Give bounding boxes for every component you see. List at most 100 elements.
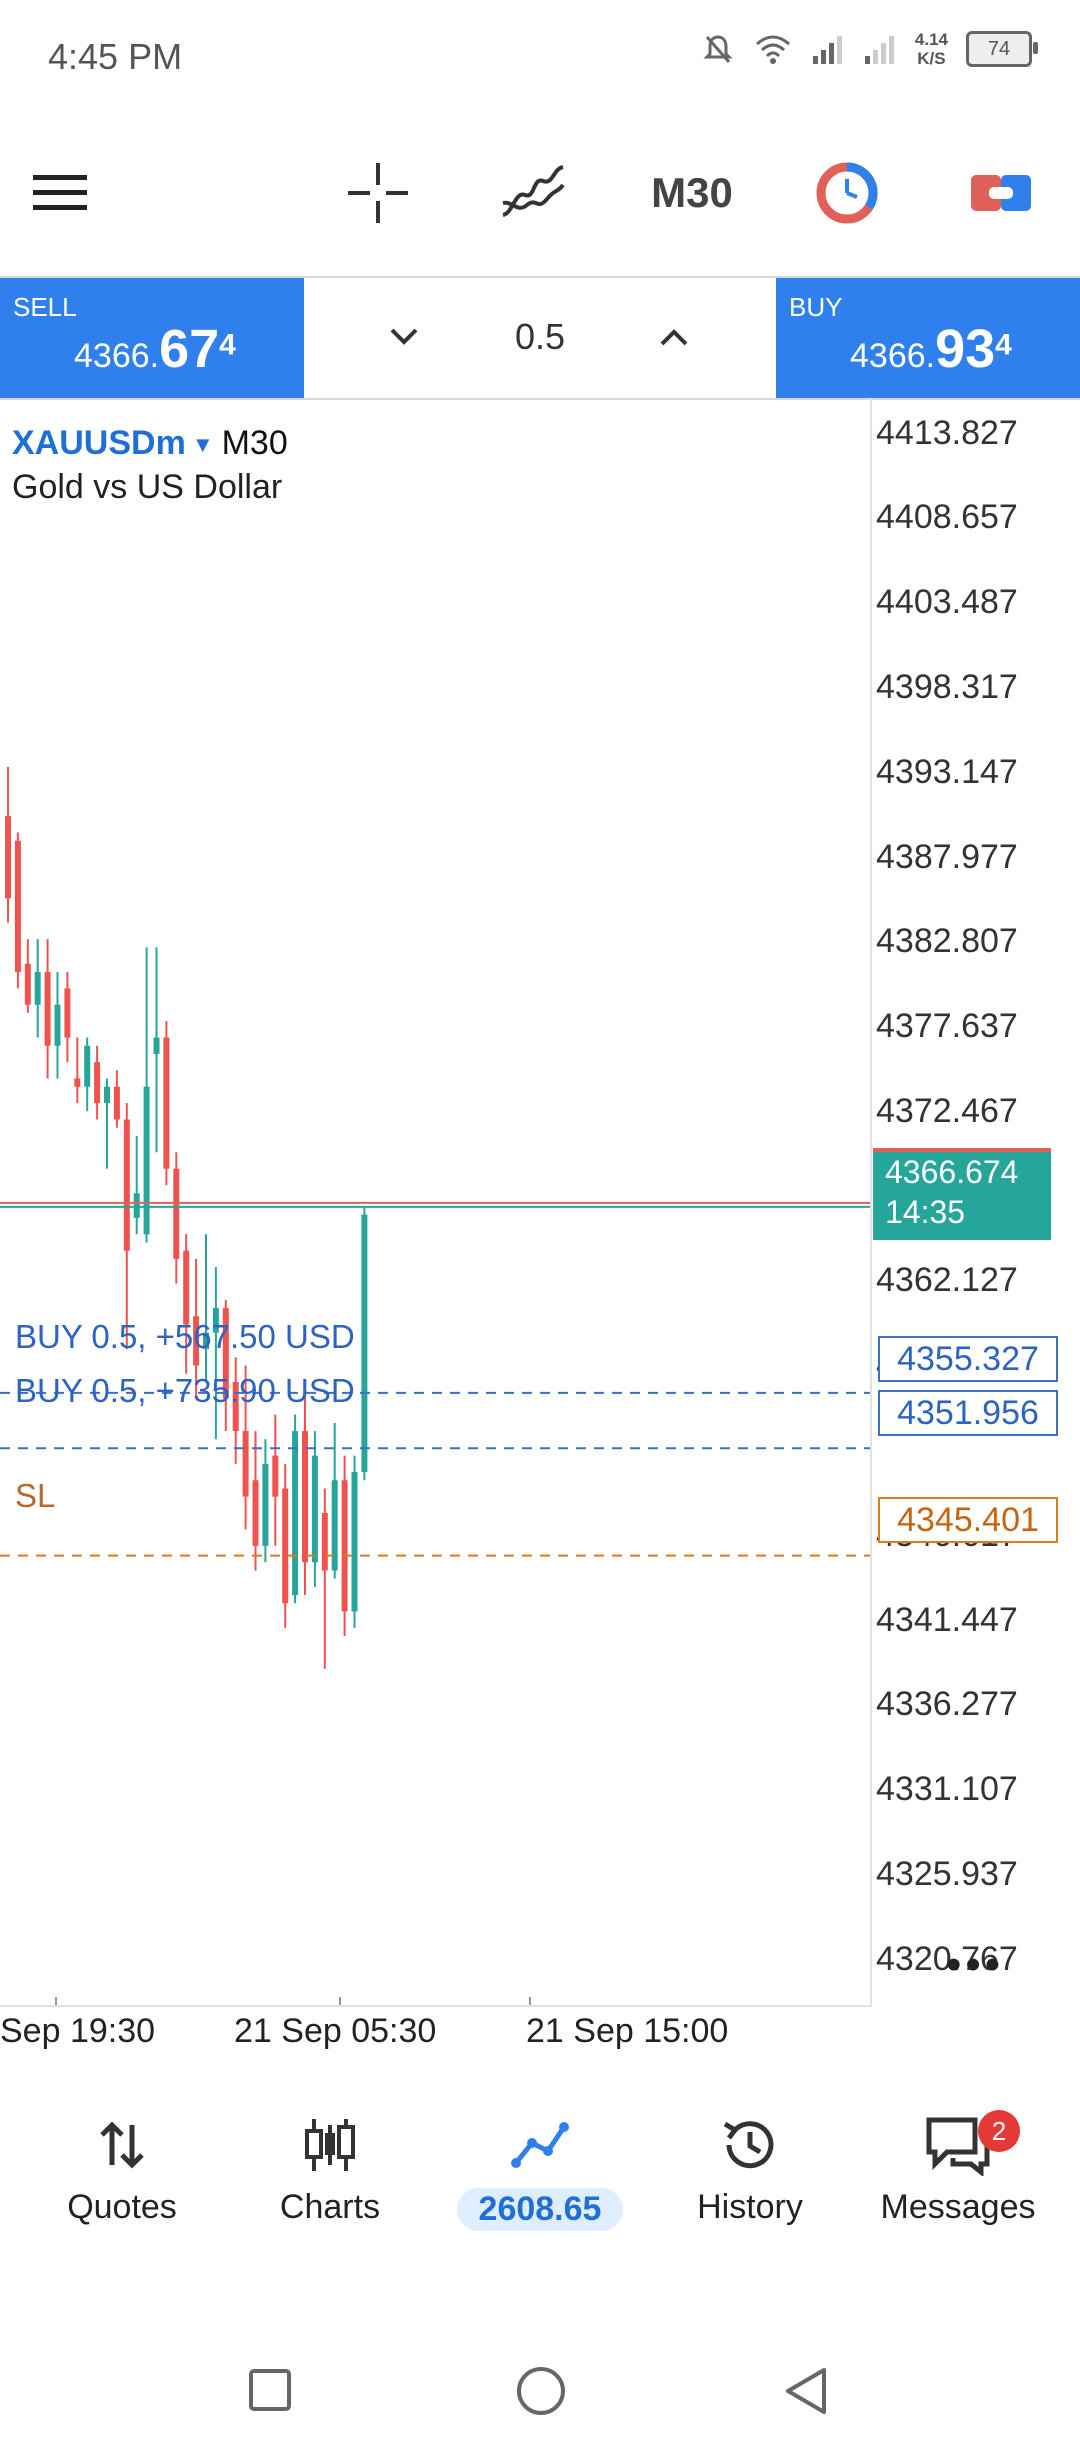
candlestick-chart[interactable] (0, 398, 870, 2005)
sell-price-big: 67 (159, 319, 220, 379)
price-axis-label: 4387.977 (876, 837, 1018, 876)
candle (163, 1021, 170, 1186)
candle-body (242, 1431, 249, 1497)
price-axis-label: 4372.467 (876, 1091, 1018, 1130)
candle (193, 1258, 200, 1399)
system-navigation-bar (0, 2330, 1080, 2460)
battery-level: 74 (987, 37, 1011, 60)
nav-trade[interactable]: 2608.65 (440, 2110, 640, 2250)
network-speed-unit: K/S (917, 49, 946, 68)
candle-body (203, 1332, 209, 1350)
nav-messages[interactable]: 2 Messages (868, 2110, 1048, 2250)
sell-label: SELL (13, 292, 77, 322)
indicator-icon (502, 164, 565, 217)
candle (44, 939, 51, 1079)
trade-clock-icon (816, 161, 878, 223)
candle-body (133, 1193, 140, 1218)
network-speed: 4.14 K/S (915, 30, 948, 68)
sell-button[interactable]: SELL 4366.674 (0, 278, 304, 398)
candle (153, 947, 160, 1153)
price-axis-label: 4362.127 (876, 1261, 1018, 1300)
candle-body (222, 1308, 229, 1399)
price-axis-label: 4325.937 (876, 1854, 1018, 1893)
candle-body (321, 1513, 328, 1571)
candle (104, 1078, 110, 1169)
indicators-button[interactable] (498, 155, 568, 230)
candle (64, 971, 71, 1063)
candle-body (232, 1381, 239, 1432)
candle-body (44, 971, 51, 1046)
nav-history[interactable]: History (660, 2110, 840, 2250)
home-circle-icon[interactable] (516, 2366, 566, 2416)
buy-button[interactable]: BUY 4366.934 (776, 278, 1080, 398)
lot-size-value[interactable]: 0.5 (514, 316, 566, 357)
candle (14, 832, 21, 989)
nav-balance-label: 2608.65 (456, 2188, 624, 2231)
order-label-1[interactable]: BUY 0.5, +567.50 USD (15, 1318, 355, 1355)
candle-body (341, 1480, 348, 1612)
recent-apps-square-icon[interactable] (248, 2368, 292, 2412)
stop-loss-label[interactable]: SL (15, 1477, 56, 1514)
candle-body (311, 1455, 318, 1563)
crosshair-button[interactable] (344, 155, 412, 230)
candle (5, 766, 11, 923)
nav-messages-label: Messages (880, 2188, 1036, 2226)
candle-body (212, 1308, 219, 1333)
candle-body (331, 1480, 338, 1571)
candle-body (143, 1086, 150, 1235)
candle (84, 1037, 91, 1112)
timeframe-button[interactable]: M30 (651, 168, 733, 216)
chart-toolbar: M30 (0, 110, 1080, 275)
lot-size-control: 0.5 (306, 278, 774, 398)
candle-body (272, 1455, 279, 1497)
candle (302, 1381, 308, 1596)
candle-body (351, 1472, 358, 1612)
menu-button[interactable] (28, 155, 92, 230)
trade-line-icon (511, 2122, 569, 2168)
candle-body (74, 1078, 81, 1087)
candle-body (282, 1488, 289, 1604)
buy-label: BUY (789, 292, 843, 322)
chart-area[interactable] (0, 398, 872, 2007)
time-axis-label-3: 21 Sep 15:00 (526, 2012, 729, 2050)
wifi-icon (755, 35, 790, 64)
nav-charts[interactable]: Charts (240, 2110, 420, 2250)
candle (242, 1365, 249, 1530)
nav-charts-label: Charts (279, 2188, 381, 2226)
candle-body (163, 1037, 170, 1169)
candle (222, 1299, 229, 1432)
candle-body (94, 1062, 101, 1104)
one-click-trading-button[interactable] (966, 155, 1036, 230)
decrease-lot-button[interactable] (374, 308, 434, 368)
bell-off-icon (703, 35, 733, 63)
one-click-trade-panel: SELL 4366.674 0.5 BUY 4366.934 (0, 276, 1080, 400)
symbol-selector[interactable]: XAUUSDm ▼ M30 (12, 424, 288, 463)
candle (252, 1431, 259, 1571)
candle-body (123, 1119, 130, 1251)
candle (232, 1357, 239, 1464)
nav-quotes[interactable]: Quotes (32, 2110, 212, 2250)
candle (331, 1422, 338, 1579)
candle-body (54, 1004, 61, 1046)
price-axis-label: 4403.487 (876, 583, 1018, 622)
price-axis-label: 4377.637 (876, 1007, 1018, 1046)
candle (94, 1045, 101, 1120)
order-price-box-2: 4351.956 (878, 1390, 1058, 1436)
candle (282, 1463, 289, 1628)
candle (74, 1037, 81, 1104)
candle (133, 1135, 140, 1235)
candle (113, 1070, 120, 1128)
candle-body (252, 1480, 259, 1546)
time-axis-label-2: 21 Sep 05:30 (234, 2012, 437, 2050)
hamburger-icon (33, 174, 87, 210)
trade-circle-button[interactable] (812, 155, 882, 230)
order-label-2[interactable]: BUY 0.5, +735.90 USD (15, 1372, 355, 1409)
status-icons: 4.14 K/S 74 (701, 30, 1038, 68)
candle (143, 947, 150, 1243)
back-triangle-icon[interactable] (784, 2366, 828, 2416)
candle-body (113, 1086, 120, 1120)
candle-body (84, 1045, 91, 1087)
increase-lot-button[interactable] (644, 308, 704, 368)
battery-icon: 74 (966, 31, 1038, 67)
more-options-button[interactable]: ••• (946, 1940, 1005, 1989)
